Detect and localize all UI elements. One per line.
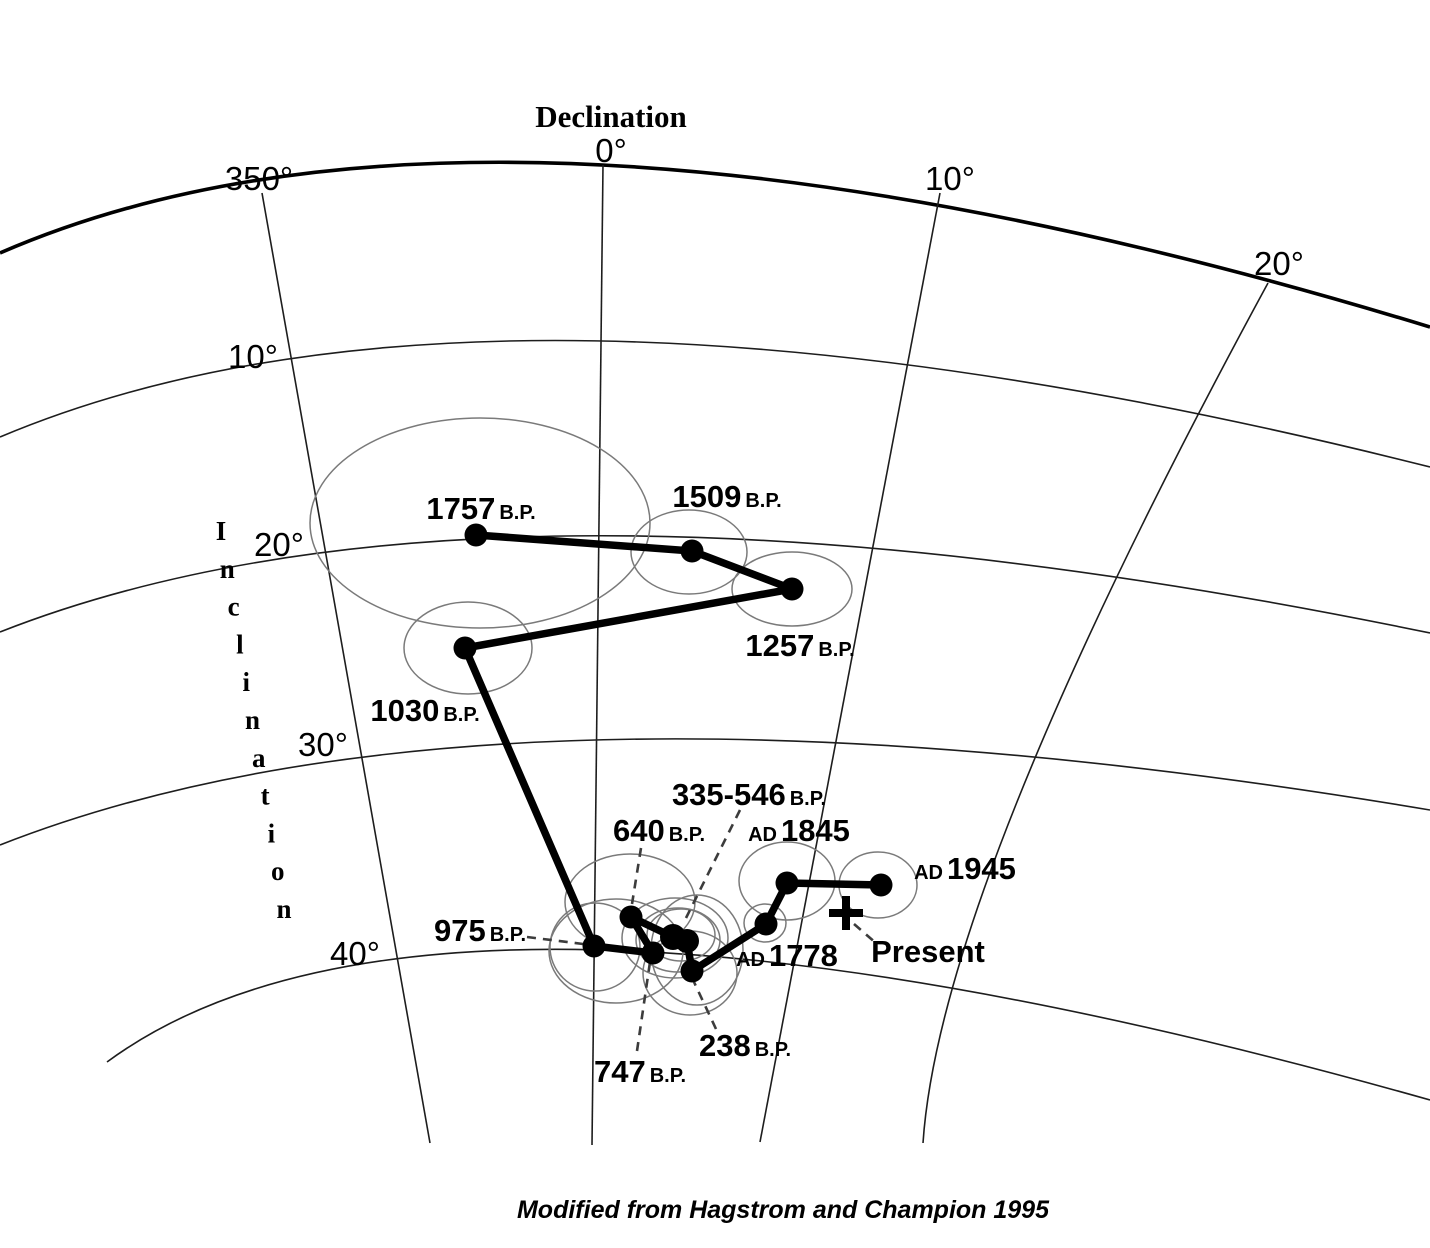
- data-point-975-bp: [582, 934, 606, 958]
- inclination-axis-letter: o: [271, 856, 285, 886]
- leader-238-bp: [692, 981, 718, 1030]
- data-point-ad-1845: [775, 871, 799, 895]
- inclination-tick-3: 40°: [330, 935, 380, 972]
- data-point-335-546-bp-b: [675, 929, 699, 953]
- point-label-ad-1778: AD 1778: [736, 938, 838, 973]
- point-label-1509-bp: 1509 B.P.: [672, 479, 781, 514]
- inclination-axis-letter: i: [242, 667, 250, 697]
- data-point-640-bp: [619, 905, 643, 929]
- data-point-1509-bp: [680, 539, 704, 563]
- data-point-238-bp: [680, 959, 704, 983]
- point-label-1757-bp: 1757 B.P.: [426, 491, 535, 526]
- inclination-axis-letter: a: [252, 743, 266, 773]
- point-label-1030-bp: 1030 B.P.: [370, 693, 479, 728]
- point-label-ad-1845: AD 1845: [748, 813, 850, 848]
- point-label-975-bp: 975 B.P.: [434, 913, 526, 948]
- declination-tick-0: 350°: [225, 160, 293, 197]
- data-point-747-bp: [641, 941, 665, 965]
- error-ellipse-335-546-bp: [646, 908, 716, 962]
- inclination-axis-letter: c: [228, 592, 240, 622]
- grid-arc-inclination-20: [0, 535, 1430, 634]
- error-ellipse-1757-bp: [309, 417, 651, 629]
- point-label-1257-bp: 1257 B.P.: [745, 628, 854, 663]
- point-label-238-bp: 238 B.P.: [699, 1028, 791, 1063]
- data-point-1257-bp: [780, 577, 804, 601]
- data-point-1030-bp: [453, 636, 477, 660]
- leader-present: [853, 923, 878, 945]
- inclination-axis-letter: i: [268, 818, 276, 848]
- inclination-axis-letter: n: [220, 554, 235, 584]
- point-label-747-bp: 747 B.P.: [594, 1054, 686, 1089]
- inclination-tick-1: 20°: [254, 526, 304, 563]
- inclination-axis-letter: t: [261, 781, 270, 811]
- figure-caption: Modified from Hagstrom and Champion 1995: [517, 1196, 1050, 1224]
- declination-tick-2: 10°: [925, 160, 975, 197]
- error-ellipse-975-bp: [549, 902, 641, 992]
- error-ellipse-ad-1778: [743, 903, 787, 943]
- grid-radial-declination-10: [759, 192, 941, 1143]
- grid-radial-declination-0: [591, 164, 604, 1146]
- present-label: Present: [871, 934, 985, 969]
- inclination-tick-0: 10°: [228, 338, 278, 375]
- declination-tick-3: 20°: [1254, 245, 1304, 282]
- data-point-ad-1945: [869, 873, 893, 897]
- point-label-335-546-bp: 335-546 B.P.: [672, 777, 826, 812]
- declination-axis-title: Declination: [535, 99, 687, 134]
- data-labels-layer: 1757 B.P. 1509 B.P. 1257 B.P. 1030 B.P. 975 …: [370, 479, 1016, 1089]
- declination-tick-1: 0°: [595, 132, 627, 169]
- point-label-ad-1945: AD 1945: [914, 851, 1016, 886]
- grid-arc-inclination-30: [0, 738, 1430, 846]
- error-ellipse-1509-bp: [630, 509, 748, 595]
- grid: [0, 160, 1430, 1146]
- label-leaders-layer: [526, 809, 878, 1052]
- inclination-axis-letter: n: [276, 894, 291, 924]
- error-ellipse-1030-bp: [403, 601, 533, 695]
- data-point-ad-1778: [754, 912, 778, 936]
- error-ellipses-layer: [309, 417, 918, 1016]
- axis-ticks-layer: 350° 0° 10° 20° 10° 20° 30° 40°: [225, 132, 1304, 972]
- inclination-axis-letter: l: [236, 629, 244, 659]
- inclination-axis-letter: n: [245, 705, 260, 735]
- error-ellipse-1257-bp: [731, 551, 853, 627]
- point-label-640-bp: 640 B.P.: [613, 813, 705, 848]
- leader-335-546-bp: [684, 809, 742, 919]
- data-point-1757-bp: [464, 523, 488, 547]
- error-ellipse-335-546-bp: [621, 897, 729, 979]
- data-markers-layer: [453, 523, 893, 983]
- grid-arc-inclination-10: [0, 339, 1430, 468]
- grid-radial-declination-350: [261, 192, 431, 1144]
- inclination-tick-2: 30°: [298, 726, 348, 763]
- grid-radial-declination-20: [922, 282, 1269, 1144]
- inclination-axis-letter: I: [216, 516, 227, 546]
- present-cross-marker: [829, 896, 863, 930]
